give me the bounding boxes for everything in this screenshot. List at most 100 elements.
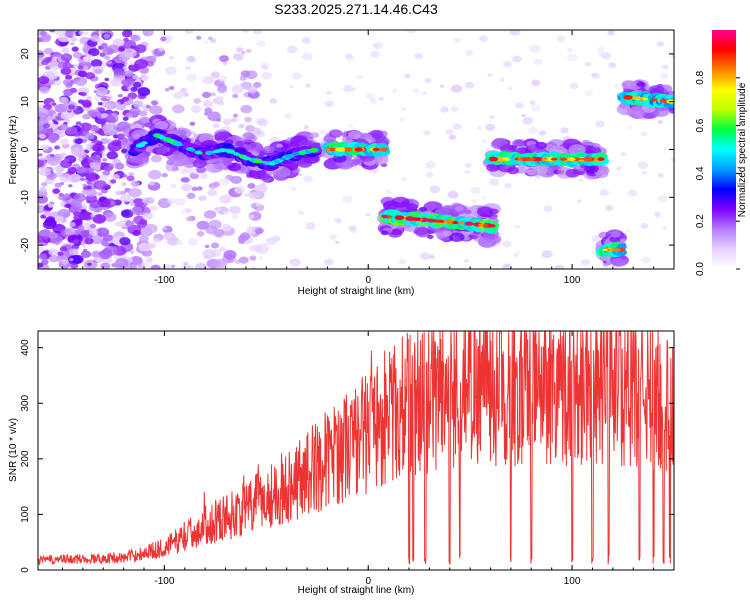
spectrogram-noise-blob — [180, 183, 193, 192]
spectrogram-halo-blob — [297, 158, 313, 168]
spectrogram-noise-blob — [242, 30, 250, 33]
spectrogram-noise-blob — [139, 110, 148, 117]
spectrogram-noise-blob — [112, 174, 120, 180]
spectrogram-noise-blob — [372, 41, 384, 50]
spectrogram-peak-blob — [427, 218, 436, 223]
spectrogram-noise-blob — [119, 56, 124, 61]
spectrogram-noise-blob — [566, 53, 578, 62]
spectrogram-halo-blob — [565, 168, 580, 178]
spectrogram-noise-blob — [38, 125, 48, 135]
spectrogram-noise-blob — [298, 210, 305, 216]
spectrogram-halo-blob — [262, 145, 275, 154]
spectrogram-noise-blob — [170, 183, 177, 189]
spectrogram-noise-blob — [191, 186, 198, 192]
snr-x-tick-label: 100 — [564, 576, 581, 587]
spectrogram-noise-blob — [289, 258, 301, 267]
spectrogram-halo-blob — [382, 200, 400, 211]
spectrogram-noise-blob — [88, 48, 100, 57]
spectrogram-halo-blob — [584, 164, 599, 174]
spectrogram-noise-blob — [107, 141, 122, 152]
spectrogram-noise-blob — [55, 171, 63, 178]
spectrogram-halo-blob — [133, 134, 142, 139]
spectrogram-noise-blob — [366, 213, 371, 217]
spectrogram-peak-blob — [487, 224, 495, 228]
snr-x-axis-label: Height of straight line (km) — [298, 585, 415, 596]
spectrogram-noise-blob — [104, 77, 110, 82]
spectrogram-x-tick-label: 0 — [365, 275, 371, 286]
figure-title: S233.2025.271.14.46.C43 — [274, 1, 438, 17]
spectrogram-noise-blob — [67, 167, 77, 174]
spectrogram-noise-blob — [80, 250, 92, 258]
spectrogram-noise-blob — [82, 113, 91, 120]
spectrogram-noise-blob — [232, 93, 239, 99]
spectrogram-noise-blob — [642, 170, 647, 175]
spectrogram-noise-blob — [54, 40, 60, 44]
spectrogram-peak-blob — [650, 98, 658, 102]
spectrogram-noise-blob — [125, 112, 133, 119]
spectrogram-noise-blob — [252, 81, 262, 88]
spectrogram-noise-blob — [161, 173, 168, 178]
spectrogram-noise-blob — [86, 96, 92, 101]
spectrogram-noise-blob — [69, 222, 76, 227]
spectrogram-noise-blob — [60, 111, 72, 120]
spectrogram-noise-blob — [504, 183, 512, 189]
spectrogram-noise-blob — [531, 79, 541, 87]
spectrogram-noise-blob — [186, 216, 194, 222]
spectrogram-halo-blob — [341, 136, 352, 143]
spectrogram-noise-blob — [129, 264, 138, 269]
spectrogram-noise-blob — [478, 35, 488, 42]
spectrogram-noise-blob — [608, 62, 617, 68]
spectrogram-noise-blob — [86, 200, 91, 204]
spectrogram-noise-blob — [470, 186, 481, 195]
spectrogram-noise-blob — [255, 227, 264, 235]
spectrogram-noise-blob — [58, 194, 67, 201]
spectrogram-peak-blob — [280, 157, 286, 161]
spectrogram-noise-blob — [92, 143, 105, 153]
spectrogram-noise-blob — [429, 254, 435, 259]
spectrogram-halo-blob — [251, 171, 260, 178]
spectrogram-noise-blob — [50, 154, 55, 158]
spectrogram-noise-blob — [670, 157, 674, 162]
spectrogram-noise-blob — [502, 240, 512, 248]
spectrogram-noise-blob — [533, 58, 543, 66]
spectrogram-noise-blob — [77, 65, 84, 70]
spectrogram-peak-blob — [632, 96, 640, 100]
spectrogram-noise-blob — [203, 210, 217, 219]
spectrogram-noise-blob — [80, 92, 87, 97]
spectrogram-noise-blob — [92, 214, 106, 224]
spectrogram-halo-blob — [557, 169, 565, 175]
spectrogram-noise-blob — [183, 92, 189, 97]
spectrogram-noise-blob — [186, 55, 196, 63]
spectrogram-noise-blob — [378, 97, 384, 101]
spectrogram-noise-blob — [101, 228, 109, 234]
spectrogram-noise-blob — [654, 211, 661, 217]
spectrogram-noise-blob — [543, 205, 553, 213]
spectrogram-peak-blob — [212, 150, 219, 154]
spectrogram-noise-blob — [89, 223, 96, 229]
spectrogram-noise-blob — [662, 64, 669, 70]
spectrogram-noise-blob — [114, 221, 123, 227]
spectrogram-halo-blob — [348, 130, 361, 140]
spectrogram-halo-blob — [351, 158, 362, 165]
spectrogram-noise-blob — [231, 214, 239, 220]
spectrogram-noise-blob — [464, 259, 469, 263]
spectrogram-noise-blob — [115, 190, 122, 196]
spectrogram-peak-blob — [207, 150, 215, 155]
spectrogram-noise-blob — [245, 48, 252, 54]
spectrogram-noise-blob — [66, 126, 78, 135]
spectrogram-halo-blob — [131, 153, 149, 165]
colorbar-tick-label: 0.6 — [695, 118, 706, 132]
spectrogram-noise-blob — [98, 102, 103, 106]
spectrogram-noise-blob — [477, 126, 482, 130]
spectrogram-noise-blob — [122, 66, 129, 71]
spectrogram-noise-blob — [198, 195, 207, 202]
snr-y-tick-label: 100 — [20, 506, 31, 523]
spectrogram-halo-blob — [328, 129, 343, 138]
spectrogram-halo-blob — [372, 154, 389, 165]
spectrogram-noise-blob — [329, 234, 337, 240]
spectrogram-noise-blob — [69, 64, 75, 69]
spectrogram-noise-blob — [440, 106, 449, 113]
spectrogram-noise-blob — [60, 138, 70, 145]
colorbar: 0.0 0.2 0.4 0.6 0.8 Normalized spectral ampl… — [695, 30, 748, 276]
